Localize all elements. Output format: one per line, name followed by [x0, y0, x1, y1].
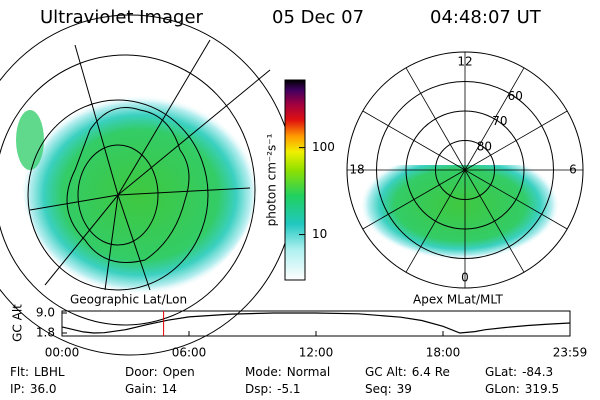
status-value: LBHL	[34, 365, 65, 379]
colorbar	[284, 79, 306, 281]
mlt-label: 6	[569, 163, 577, 177]
lat-label: 60	[508, 89, 523, 103]
status-field: Dsp: -5.1	[245, 382, 301, 396]
aurora-oval	[360, 150, 560, 260]
status-label: GLon:	[485, 382, 520, 396]
lat-label: 70	[492, 114, 507, 128]
status-field: Seq: 39	[365, 382, 412, 396]
alt-ytick-label: 1.8	[36, 326, 55, 340]
aurora-patch	[16, 110, 44, 170]
alt-xtick-label: 18:00	[426, 346, 461, 360]
status-value: 319.5	[525, 382, 559, 396]
dayside-mask	[340, 100, 600, 165]
status-field: Gain: 14	[125, 382, 177, 396]
status-value: -5.1	[277, 382, 300, 396]
date: 05 Dec 07	[272, 7, 364, 28]
status-value: Open	[163, 365, 195, 379]
instrument: Ultraviolet Imager	[40, 7, 204, 28]
status-label: Flt:	[10, 365, 29, 379]
status-field: Flt: LBHL	[10, 365, 65, 379]
status-field: Mode: Normal	[245, 365, 330, 379]
lat-ring	[376, 81, 554, 259]
status-value: -84.3	[522, 365, 553, 379]
lat-label: 80	[477, 139, 492, 153]
geo-title: Geographic Lat/Lon	[70, 293, 187, 307]
alt-xtick-label: 00:00	[45, 346, 80, 360]
status-label: Door:	[125, 365, 158, 379]
geo-image	[0, 14, 296, 356]
polar-title: Apex MLat/MLT	[413, 293, 503, 307]
status-value: Normal	[287, 365, 330, 379]
colorbar-label: photon cm⁻²s⁻¹	[265, 133, 279, 226]
status-label: Gain:	[125, 382, 157, 396]
status-label: GLat:	[485, 365, 517, 379]
status-label: Dsp:	[245, 382, 272, 396]
alt-xtick-label: 12:00	[299, 346, 334, 360]
mlt-label: 12	[457, 55, 472, 69]
status-field: GC Alt: 6.4 Re	[365, 365, 450, 379]
colorbar-tick-label: 10	[312, 227, 327, 241]
alt-xtick-label: 06:00	[172, 346, 207, 360]
alt-curve	[61, 312, 571, 334]
status-value: 6.4 Re	[412, 365, 450, 379]
time: 04:48:07 UT	[430, 7, 542, 28]
polar-image	[340, 100, 600, 260]
status-value: 36.0	[30, 382, 57, 396]
status-value: 39	[397, 382, 412, 396]
aurora-glow	[22, 95, 258, 295]
status-label: Mode:	[245, 365, 282, 379]
alt-ytick-label: 9.0	[36, 306, 55, 320]
alt-xtick-label: 23:59	[553, 346, 588, 360]
status-field: GLon: 319.5	[485, 382, 559, 396]
status-label: Seq:	[365, 382, 392, 396]
alt-ylabel: GC Alt	[11, 304, 25, 342]
mlt-label: 18	[349, 163, 364, 177]
status-field: Door: Open	[125, 365, 195, 379]
status-label: GC Alt:	[365, 365, 407, 379]
colorbar-tick-label: 100	[312, 140, 335, 154]
status-field: IP: 36.0	[10, 382, 57, 396]
status-field: GLat: -84.3	[485, 365, 553, 379]
status-label: IP:	[10, 382, 25, 396]
mlt-label: 0	[461, 271, 469, 285]
lat-ring	[435, 140, 495, 200]
map-grid	[0, 14, 296, 356]
lat-ring	[405, 110, 525, 230]
status-value: 14	[162, 382, 177, 396]
